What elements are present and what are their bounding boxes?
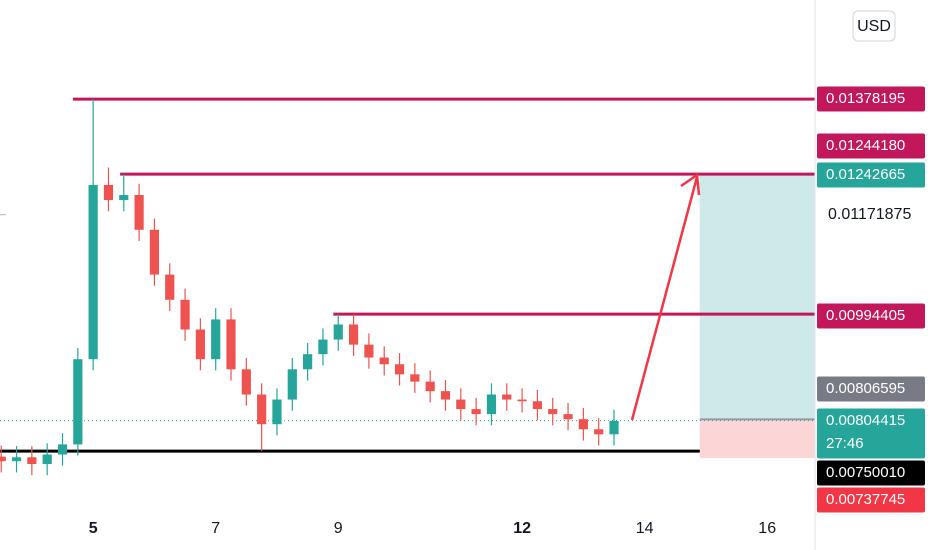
candle-body: [609, 420, 619, 435]
candle-body: [548, 409, 558, 415]
candle-body: [364, 344, 374, 358]
candle-body: [394, 364, 405, 375]
candle-body: [594, 429, 604, 435]
candle-body: [0, 456, 6, 462]
price-label: 0.00750010: [826, 464, 905, 481]
price-label: 0.00994405: [826, 307, 905, 324]
price-label: 0.01242665: [826, 166, 905, 183]
price-label: 0.00804415: [826, 412, 905, 429]
price-label-box: [817, 376, 925, 402]
candle-body: [149, 229, 160, 275]
candle-body: [57, 444, 68, 455]
candle-body: [486, 394, 497, 415]
candle-body: [257, 394, 267, 425]
candle-body: [333, 324, 343, 340]
x-tick-label: 7: [211, 520, 220, 537]
price-label-box: [817, 487, 925, 513]
candle-body: [318, 339, 328, 355]
currency-box[interactable]: [852, 10, 896, 42]
time-axis: [0, 515, 932, 550]
price-label-box: [817, 460, 925, 486]
candle-body: [517, 399, 527, 402]
countdown: 27:46: [826, 435, 864, 452]
candle-body: [410, 374, 420, 382]
target-zone: [699, 175, 815, 421]
candle-body: [456, 399, 466, 410]
arrow: [630, 172, 701, 421]
candle-body: [425, 381, 435, 392]
stop-zone: [699, 420, 815, 458]
candle-body: [303, 354, 313, 370]
x-tick-label: 5: [89, 520, 98, 537]
candle-body: [180, 299, 190, 330]
candle-body: [440, 391, 451, 400]
candle-body: [287, 369, 297, 400]
candle-body: [195, 329, 205, 360]
candle-body: [165, 274, 175, 300]
candle-body: [241, 369, 251, 395]
arrow-line: [630, 176, 699, 421]
price-label: 0.01378195: [826, 90, 905, 107]
x-tick-label: 14: [636, 520, 654, 537]
candle-body: [11, 457, 22, 462]
candle-body: [103, 184, 114, 201]
candle-body: [211, 319, 221, 360]
candle-body: [119, 195, 129, 201]
candle-body: [73, 359, 83, 445]
price-label-box: [817, 303, 925, 329]
y-tick-label: 0.01171875: [828, 206, 911, 223]
candle-body: [272, 399, 282, 425]
price-label: 0.00737745: [826, 491, 905, 508]
arrow-head: [680, 172, 701, 196]
candle-body: [27, 457, 37, 465]
price-label-box: [817, 162, 925, 188]
candle-body: [532, 401, 543, 410]
candle-body: [578, 419, 588, 430]
candle-body: [348, 324, 359, 345]
candle-body: [502, 394, 512, 400]
x-tick-label: 16: [758, 520, 776, 537]
x-tick-label: 12: [513, 520, 531, 537]
price-label-box: [817, 133, 925, 159]
currency[interactable]: USD: [857, 18, 891, 35]
candle-body: [379, 357, 389, 365]
candle-body: [226, 319, 236, 370]
candle-body: [563, 414, 573, 420]
price-label: 0.00806595: [826, 380, 905, 397]
x-tick-label: 9: [334, 520, 343, 537]
candle-body: [471, 409, 481, 415]
price-label: 0.01244180: [826, 137, 905, 154]
candle-body: [134, 195, 144, 230]
candle-body: [42, 454, 52, 465]
candle-body: [88, 184, 98, 360]
price-label-box: [817, 408, 925, 459]
price-label-box: [817, 86, 925, 112]
